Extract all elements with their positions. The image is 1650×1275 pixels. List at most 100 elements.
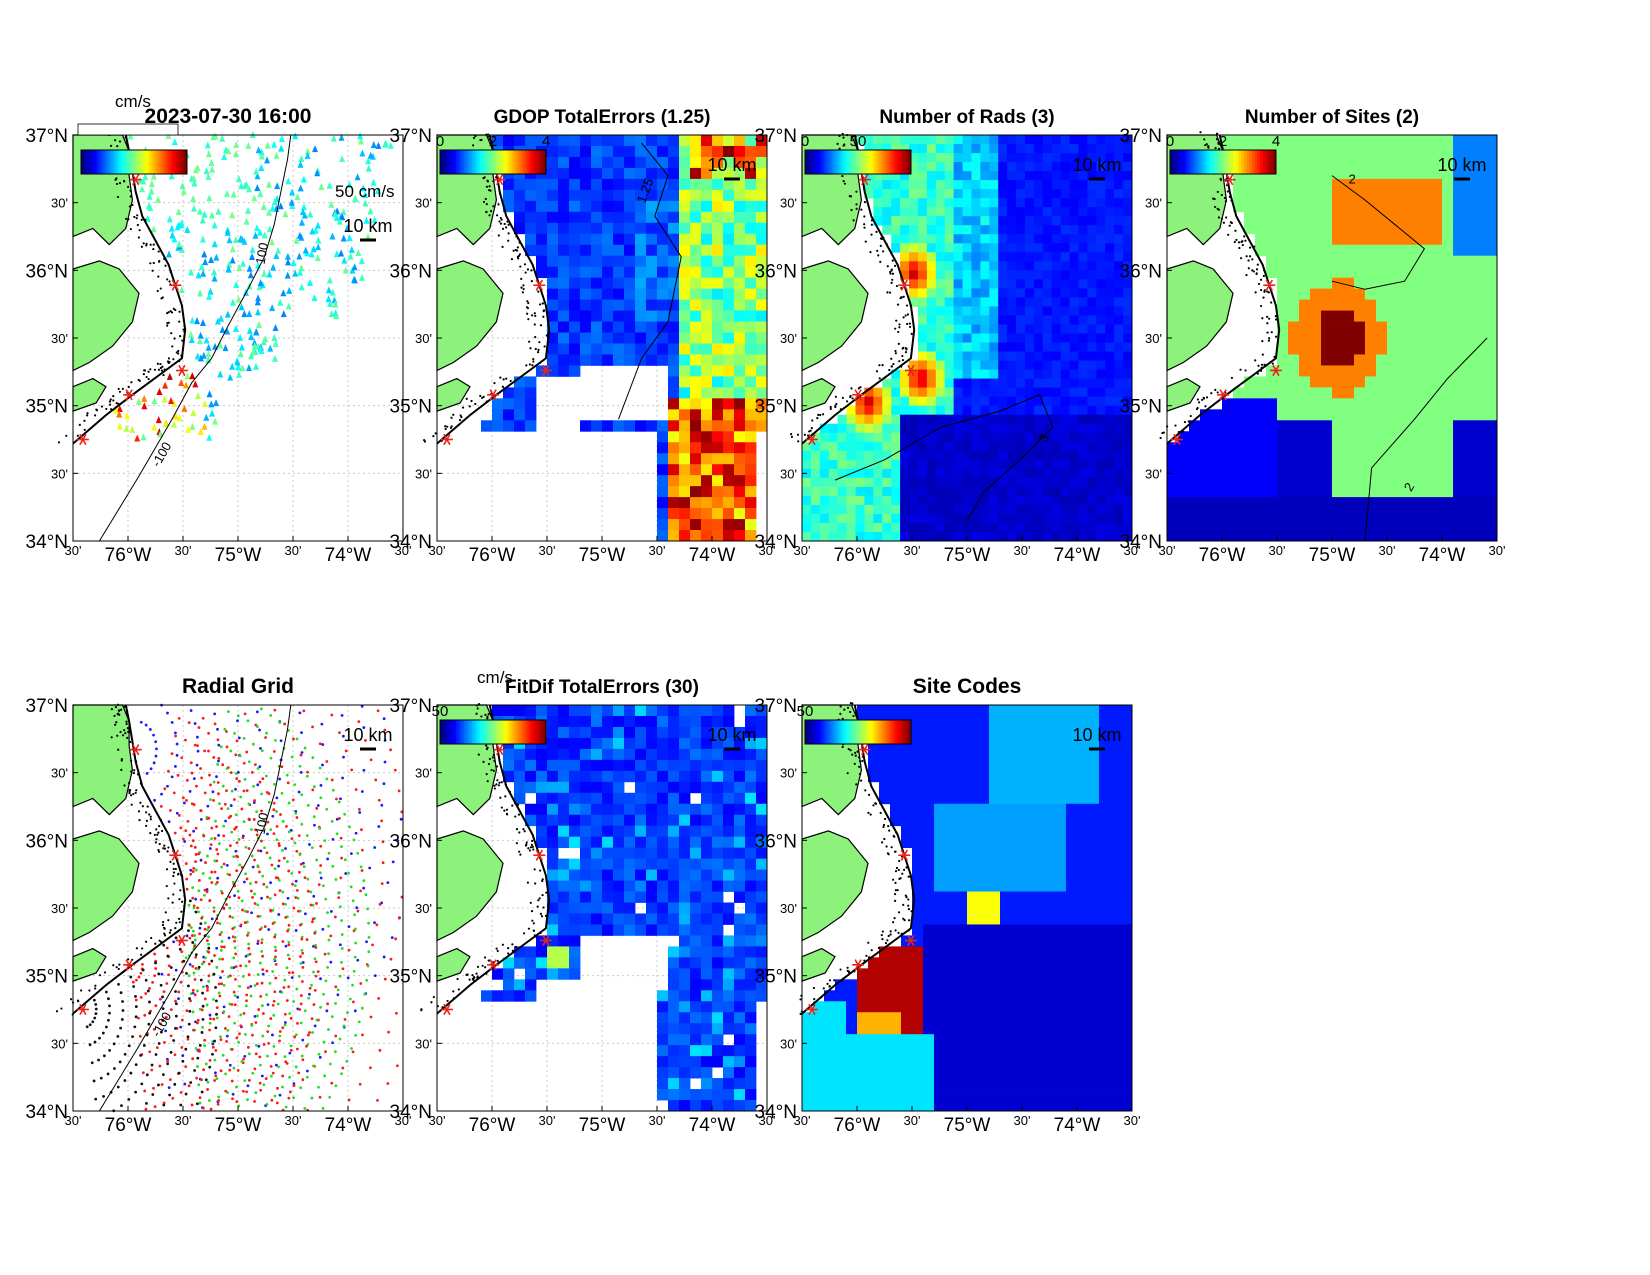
contour-line bbox=[1364, 337, 1488, 542]
scale-bar: 10 km bbox=[1072, 155, 1122, 181]
panel-site-codes: 37°N30'36°N30'35°N30'34°N30' 76°W 30' 75°W 3… bbox=[755, 675, 1141, 1136]
lat-tick-label: 30' bbox=[780, 901, 797, 916]
lat-tick-label: 30' bbox=[780, 1036, 797, 1051]
lon-tick-label: 30' bbox=[1269, 543, 1286, 558]
scale-bar: 10 km bbox=[1072, 725, 1122, 751]
lat-tick-label: 35°N bbox=[26, 397, 68, 418]
colorbar: 0 2 4 bbox=[436, 133, 550, 175]
panel-title: 2023-07-30 16:00 bbox=[145, 105, 312, 128]
site-marker bbox=[129, 744, 142, 756]
lon-tick-label: 74°W bbox=[1419, 545, 1466, 566]
lon-tick-label: 30' bbox=[429, 1113, 446, 1128]
land-mask bbox=[436, 704, 504, 982]
site-marker bbox=[904, 364, 917, 377]
scale-bar: 10 km bbox=[707, 725, 757, 751]
site-marker bbox=[1269, 364, 1282, 377]
lon-tick-label: 74°W bbox=[325, 545, 372, 566]
lat-tick-label: 35°N bbox=[755, 397, 797, 418]
lon-tick-label: 30' bbox=[1379, 543, 1396, 558]
lat-tick-label: 35°N bbox=[26, 967, 68, 988]
site-marker bbox=[1223, 174, 1236, 186]
lon-tick-label: 30' bbox=[904, 543, 921, 558]
panel-rads: 337°N30'36°N30'35°N30'34°N30' 76°W 30' 75°W… bbox=[755, 107, 1141, 566]
lat-tick-label: 36°N bbox=[755, 261, 797, 282]
lon-tick-label: 75°W bbox=[579, 1115, 626, 1136]
svg-text:10 km: 10 km bbox=[707, 155, 756, 175]
lon-tick-label: 30' bbox=[395, 1113, 412, 1128]
scale-bar: 10 km bbox=[707, 155, 757, 181]
site-marker bbox=[169, 849, 182, 861]
colorbar-tick: 2 bbox=[489, 133, 497, 150]
lat-tick-label: 30' bbox=[780, 331, 797, 346]
scale-bar: 10 km bbox=[343, 725, 393, 751]
lon-tick-label: 30' bbox=[794, 1113, 811, 1128]
lon-tick-label: 30' bbox=[649, 1113, 666, 1128]
lat-tick-label: 37°N bbox=[1120, 126, 1162, 147]
lon-tick-label: 30' bbox=[1489, 543, 1506, 558]
site-marker bbox=[533, 279, 546, 291]
lon-tick-label: 30' bbox=[395, 543, 412, 558]
site-marker bbox=[175, 934, 188, 947]
lat-tick-label: 34°N bbox=[390, 1102, 432, 1123]
svg-text:10 km: 10 km bbox=[343, 216, 392, 236]
lat-tick-label: 30' bbox=[51, 331, 68, 346]
colorbar-tick: 0 bbox=[1166, 133, 1174, 150]
contour-label: 100 bbox=[253, 241, 272, 265]
lat-tick-label: 35°N bbox=[1120, 397, 1162, 418]
lon-tick-label: 76°W bbox=[834, 545, 881, 566]
lon-tick-label: 30' bbox=[904, 1113, 921, 1128]
panel-title: GDOP TotalErrors (1.25) bbox=[494, 107, 711, 128]
lon-tick-label: 75°W bbox=[215, 545, 262, 566]
site-marker bbox=[487, 959, 500, 971]
lat-tick-label: 37°N bbox=[390, 696, 432, 717]
colorbar-tick: 50 bbox=[797, 703, 814, 720]
lon-tick-label: 76°W bbox=[1199, 545, 1246, 566]
lat-tick-label: 30' bbox=[1145, 466, 1162, 481]
land-mask bbox=[72, 704, 140, 982]
contour-label: 100 bbox=[253, 811, 272, 835]
lat-tick-label: 30' bbox=[51, 901, 68, 916]
lat-tick-label: 30' bbox=[415, 331, 432, 346]
site-marker bbox=[440, 1003, 453, 1016]
lon-tick-label: 30' bbox=[429, 543, 446, 558]
contour-line bbox=[618, 142, 682, 420]
lon-tick-label: 76°W bbox=[834, 1115, 881, 1136]
lon-tick-label: 30' bbox=[65, 543, 82, 558]
colorbar-tick: 50 bbox=[850, 133, 867, 150]
contour-line bbox=[98, 134, 292, 542]
site-marker bbox=[805, 1003, 818, 1016]
site-marker bbox=[858, 174, 871, 186]
lat-tick-label: 34°N bbox=[755, 1102, 797, 1123]
colorbar bbox=[80, 149, 188, 175]
site-marker bbox=[76, 433, 89, 446]
site-marker bbox=[858, 744, 871, 756]
lat-tick-label: 34°N bbox=[390, 532, 432, 553]
lat-tick-label: 30' bbox=[1145, 331, 1162, 346]
site-marker bbox=[493, 744, 506, 756]
lon-tick-label: 75°W bbox=[215, 1115, 262, 1136]
site-marker bbox=[76, 1003, 89, 1016]
lon-tick-label: 30' bbox=[175, 1113, 192, 1128]
lat-tick-label: 34°N bbox=[1120, 532, 1162, 553]
scale-bar: 10 km bbox=[1437, 155, 1487, 181]
lat-tick-label: 35°N bbox=[390, 967, 432, 988]
lat-tick-label: 30' bbox=[51, 1036, 68, 1051]
lon-tick-label: 30' bbox=[175, 543, 192, 558]
site-marker bbox=[123, 389, 136, 401]
panel-fitdif: 37°N30'36°N30'35°N30'34°N30' 76°W 30' 75°W 3… bbox=[390, 668, 776, 1136]
field-cells bbox=[802, 135, 1133, 542]
site-marker bbox=[852, 389, 865, 401]
site-marker bbox=[1170, 433, 1183, 446]
lat-tick-label: 37°N bbox=[26, 126, 68, 147]
site-marker bbox=[852, 959, 865, 971]
lon-tick-label: 30' bbox=[1014, 543, 1031, 558]
land-mask bbox=[72, 134, 140, 412]
lon-tick-label: 75°W bbox=[1309, 545, 1356, 566]
lat-tick-label: 36°N bbox=[26, 831, 68, 852]
lon-tick-label: 30' bbox=[1124, 543, 1141, 558]
lat-tick-label: 30' bbox=[51, 196, 68, 211]
colorbar-unit: cm/s bbox=[477, 668, 513, 687]
